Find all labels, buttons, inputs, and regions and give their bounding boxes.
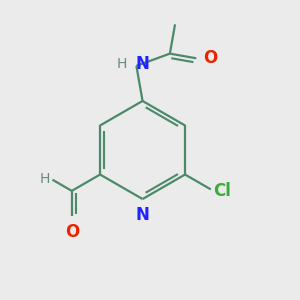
Text: N: N [135,55,149,73]
Text: H: H [116,57,127,71]
Text: N: N [136,206,149,224]
Text: Cl: Cl [213,182,231,200]
Text: H: H [40,172,50,185]
Text: O: O [203,49,217,67]
Text: O: O [65,223,79,241]
